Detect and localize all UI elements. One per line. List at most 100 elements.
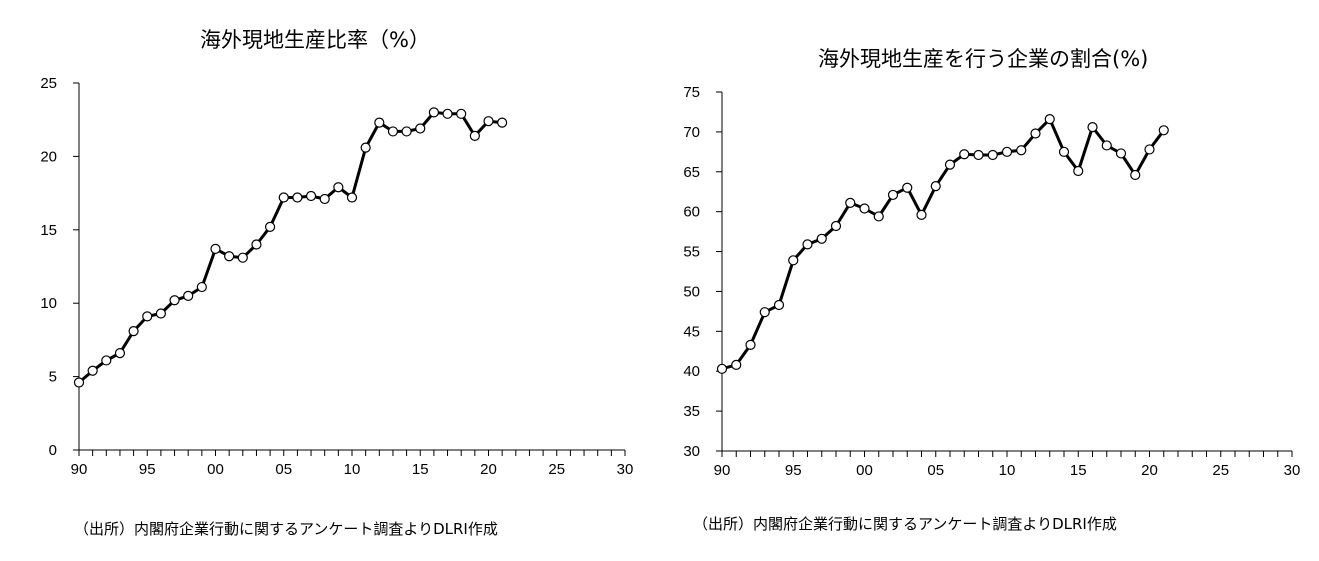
x-tick-label: 30 xyxy=(617,461,634,478)
data-point xyxy=(830,220,842,232)
y-tick-label: 20 xyxy=(40,148,57,165)
data-point xyxy=(1101,140,1112,151)
data-point xyxy=(802,239,813,250)
x-tick-label: 25 xyxy=(1212,462,1229,479)
data-point xyxy=(128,325,139,337)
data-point xyxy=(237,252,248,263)
data-point xyxy=(745,339,756,350)
data-point xyxy=(1001,146,1013,157)
x-tick-label: 10 xyxy=(999,462,1016,479)
data-point xyxy=(788,255,799,266)
y-tick-label: 45 xyxy=(683,323,700,340)
data-point xyxy=(101,355,112,366)
data-point xyxy=(987,149,998,161)
y-tick-label: 55 xyxy=(683,244,700,261)
data-point xyxy=(401,126,412,137)
x-tick-label: 90 xyxy=(71,461,88,478)
y-tick-label: 5 xyxy=(49,369,57,386)
chart-panel-firms-with-overseas-production: 海外現地生産を行う企業の割合(%) 30 35 40 45 50 55 60 65 70 75 90… xyxy=(655,0,1319,561)
data-point xyxy=(155,308,166,319)
y-tick-label: 15 xyxy=(40,222,57,239)
data-point xyxy=(887,189,899,201)
series-line xyxy=(78,110,503,384)
data-point xyxy=(251,239,262,250)
data-point xyxy=(1073,165,1084,177)
data-point xyxy=(73,377,85,388)
data-point xyxy=(278,192,289,203)
x-tick-label: 00 xyxy=(856,462,873,479)
x-tick-label: 00 xyxy=(207,461,224,478)
data-point xyxy=(360,142,371,153)
data-point xyxy=(442,108,453,119)
x-tick-label: 95 xyxy=(785,462,802,479)
x-tick-label: 20 xyxy=(480,461,497,478)
data-point xyxy=(183,290,194,301)
y-tick-label: 60 xyxy=(683,204,700,221)
chart-title: 海外現地生産を行う企業の割合(%) xyxy=(818,47,1149,71)
data-point xyxy=(456,108,467,119)
data-point xyxy=(292,192,303,203)
data-point xyxy=(265,221,276,232)
data-point xyxy=(759,307,770,318)
data-point xyxy=(944,159,956,170)
y-tick-label: 65 xyxy=(683,164,700,181)
data-point xyxy=(319,193,330,205)
data-point xyxy=(1030,128,1041,139)
x-tick-label: 95 xyxy=(139,461,156,478)
data-point xyxy=(224,251,235,262)
data-point xyxy=(142,311,153,322)
y-tick-label: 40 xyxy=(683,363,700,380)
data-point xyxy=(845,197,856,208)
chart-title: 海外現地生産比率（%） xyxy=(200,28,430,52)
x-tick-label: 25 xyxy=(548,461,565,478)
y-tick-label: 70 xyxy=(683,124,700,141)
y-tick-label: 75 xyxy=(683,84,700,101)
data-point xyxy=(346,192,358,203)
data-point xyxy=(873,211,884,222)
data-point xyxy=(415,123,426,134)
x-tick-label: 05 xyxy=(275,461,292,478)
y-tick-label: 30 xyxy=(683,443,700,460)
data-point xyxy=(973,149,984,161)
data-point xyxy=(1058,146,1070,157)
data-point xyxy=(497,117,508,128)
x-tick-label: 30 xyxy=(1284,462,1301,479)
y-tick-label: 35 xyxy=(683,403,700,420)
data-point xyxy=(902,182,913,193)
data-point xyxy=(1044,114,1055,125)
x-tick-label: 15 xyxy=(1070,462,1087,479)
x-tick-label: 15 xyxy=(412,461,429,478)
data-point xyxy=(333,182,344,193)
data-point xyxy=(1130,169,1141,181)
data-point xyxy=(305,190,317,202)
data-point xyxy=(114,348,126,359)
data-point xyxy=(1158,125,1169,136)
data-point xyxy=(859,203,870,214)
x-tick-label: 90 xyxy=(714,462,731,479)
data-point xyxy=(210,243,221,254)
data-point xyxy=(1115,148,1127,159)
data-point xyxy=(87,365,98,376)
data-point xyxy=(169,295,180,306)
chart-panel-overseas-production-ratio: 海外現地生産比率（%） 0 5 10 15 20 25 90 95 00 05 10 15 20 25 30… xyxy=(0,0,650,561)
data-point xyxy=(930,181,941,192)
y-tick-label: 0 xyxy=(49,442,57,459)
y-tick-label: 50 xyxy=(683,283,700,300)
data-point xyxy=(469,130,480,141)
series-line xyxy=(721,117,1166,371)
data-point xyxy=(816,233,827,244)
data-point xyxy=(916,209,927,220)
data-point xyxy=(1087,122,1098,133)
y-tick-label: 25 xyxy=(40,75,57,92)
data-point xyxy=(387,126,399,137)
line-chart: 30 35 40 45 50 55 60 65 70 75 90 95 00 05 10 15 20 25 30 xyxy=(683,84,1301,479)
data-point xyxy=(1016,145,1027,156)
data-point xyxy=(716,363,728,374)
data-point xyxy=(196,281,207,293)
data-point xyxy=(773,299,785,311)
chart-source-note: （出所）内閣府企業行動に関するアンケート調査よりDLRI作成 xyxy=(693,515,1117,533)
x-tick-label: 05 xyxy=(927,462,944,479)
data-point xyxy=(483,116,494,127)
x-tick-label: 20 xyxy=(1141,462,1158,479)
